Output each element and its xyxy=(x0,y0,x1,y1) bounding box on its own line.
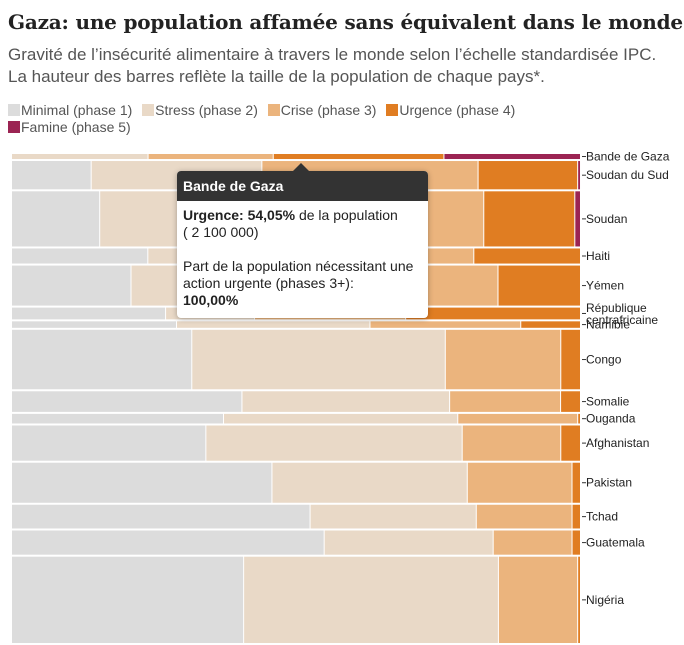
bar-segment-stress[interactable] xyxy=(12,154,148,160)
bar-segment-urgence[interactable] xyxy=(484,191,575,247)
bar-segment-urgence[interactable] xyxy=(578,413,580,424)
legend-label-famine: Famine (phase 5) xyxy=(21,119,131,135)
category-label: Yémen xyxy=(586,279,624,293)
bar-segment-crise[interactable] xyxy=(476,504,572,529)
bar-segment-stress[interactable] xyxy=(223,413,458,424)
bar-segment-urgence[interactable] xyxy=(406,307,580,320)
bar-segment-stress[interactable] xyxy=(324,530,493,555)
category-label: Bande de Gaza xyxy=(586,150,670,164)
bar-segment-crise[interactable] xyxy=(445,329,561,390)
legend-label-urgence: Urgence (phase 4) xyxy=(399,102,516,118)
bar-segment-urgence[interactable] xyxy=(572,504,580,529)
bar-segment-urgence[interactable] xyxy=(561,329,580,390)
bar-segment-urgence[interactable] xyxy=(498,265,581,306)
bar-segment-urgence[interactable] xyxy=(578,556,580,643)
chart-title: Gaza: une population affamée sans équiva… xyxy=(8,10,683,34)
bar-segment-minimal[interactable] xyxy=(12,530,324,555)
bar-segment-minimal[interactable] xyxy=(12,462,272,503)
bar-segment-urgence[interactable] xyxy=(572,462,580,503)
bar-segment-urgence[interactable] xyxy=(273,154,444,160)
bar-segment-stress[interactable] xyxy=(206,425,462,461)
bar-segment-minimal[interactable] xyxy=(12,248,148,264)
legend-swatch-famine xyxy=(8,121,20,133)
chart-subtitle: Gravité de l’insécurité alimentaire à tr… xyxy=(8,45,657,86)
bar-segment-stress[interactable] xyxy=(272,462,467,503)
category-label: Guatemala xyxy=(586,536,645,550)
tooltip-urgent-value: 100,00% xyxy=(183,292,239,308)
tooltip-urgent-label: Part de la population nécessitant une ac… xyxy=(183,258,414,291)
bar-segment-crise[interactable] xyxy=(458,413,578,424)
tooltip-header: Bande de Gaza xyxy=(177,171,428,201)
bar-segment-minimal[interactable] xyxy=(12,191,100,247)
legend-swatch-crise xyxy=(267,104,280,116)
legend-item-famine[interactable]: Famine (phase 5) xyxy=(8,119,131,136)
bar-segment-minimal[interactable] xyxy=(12,307,166,320)
tooltip-body: Urgence: 54,05% de la population ( 2 100… xyxy=(177,201,428,309)
bar-segment-crise[interactable] xyxy=(493,530,572,555)
category-label: Soudan du Sud xyxy=(586,168,669,182)
bar-segment-minimal[interactable] xyxy=(12,413,223,424)
legend-item-urgence[interactable]: Urgence (phase 4) xyxy=(386,102,515,119)
category-label: Namibie xyxy=(586,318,630,332)
bar-segment-minimal[interactable] xyxy=(12,329,192,390)
bar-segment-urgence[interactable] xyxy=(572,530,580,555)
tooltip: Bande de Gaza Urgence: 54,05% de la popu… xyxy=(177,163,428,318)
bar-segment-crise[interactable] xyxy=(450,391,561,412)
legend-item-minimal[interactable]: Minimal (phase 1) xyxy=(8,102,132,119)
category-label: Haiti xyxy=(586,249,610,263)
tooltip-phase-label: Urgence: xyxy=(183,207,244,223)
legend: Minimal (phase 1) Stress (phase 2) Crise… xyxy=(8,102,568,136)
legend-item-crise[interactable]: Crise (phase 3) xyxy=(267,102,377,119)
bar-segment-stress[interactable] xyxy=(192,329,445,390)
bar-segment-minimal[interactable] xyxy=(12,425,206,461)
tooltip-phase-value: 54,05% xyxy=(247,207,296,223)
bar-segment-stress[interactable] xyxy=(244,556,498,643)
legend-swatch-urgence xyxy=(386,104,399,116)
legend-label-stress: Stress (phase 2) xyxy=(155,102,258,118)
bar-segment-crise[interactable] xyxy=(462,425,561,461)
bar-segment-minimal[interactable] xyxy=(12,391,242,412)
bar-segment-crise[interactable] xyxy=(148,154,273,160)
tooltip-arrow xyxy=(293,163,309,171)
bar-segment-urgence[interactable] xyxy=(474,248,580,264)
bar-segment-minimal[interactable] xyxy=(12,321,177,328)
category-label: Pakistan xyxy=(586,476,632,490)
category-label: Congo xyxy=(586,353,622,367)
legend-item-stress[interactable]: Stress (phase 2) xyxy=(142,102,258,119)
tooltip-phase-line: Urgence: 54,05% de la population xyxy=(183,207,422,224)
category-label: Tchad xyxy=(586,510,618,524)
category-label: Ouganda xyxy=(586,412,636,426)
legend-label-crise: Crise (phase 3) xyxy=(280,102,377,118)
bar-segment-minimal[interactable] xyxy=(12,161,91,190)
bar-segment-urgence[interactable] xyxy=(521,321,580,328)
tooltip-phase-suffix: de la population xyxy=(298,207,398,223)
category-label: Soudan xyxy=(586,212,627,226)
bar-segment-minimal[interactable] xyxy=(12,556,244,643)
bar-segment-crise[interactable] xyxy=(498,556,578,643)
category-label: Nigéria xyxy=(586,593,624,607)
bar-segment-crise[interactable] xyxy=(467,462,572,503)
bar-segment-minimal[interactable] xyxy=(12,265,131,306)
bar-segment-crise[interactable] xyxy=(370,321,521,328)
category-label: Somalie xyxy=(586,395,630,409)
bar-segment-famine[interactable] xyxy=(578,161,581,190)
tooltip-population: ( 2 100 000) xyxy=(183,224,259,240)
bar-segment-stress[interactable] xyxy=(242,391,450,412)
legend-label-minimal: Minimal (phase 1) xyxy=(21,102,133,118)
bar-segment-minimal[interactable] xyxy=(12,504,310,529)
category-label: Afghanistan xyxy=(586,436,649,450)
legend-swatch-minimal xyxy=(8,104,20,116)
bar-segment-famine[interactable] xyxy=(444,154,580,160)
bar-segment-stress[interactable] xyxy=(310,504,476,529)
bar-segment-urgence[interactable] xyxy=(561,425,580,461)
bar-segment-stress[interactable] xyxy=(177,321,370,328)
legend-swatch-stress xyxy=(142,104,155,116)
category-label: République centrafricaine xyxy=(586,301,658,327)
bar-segment-urgence[interactable] xyxy=(478,161,578,190)
bar-segment-famine[interactable] xyxy=(575,191,580,247)
bar-segment-urgence[interactable] xyxy=(561,391,580,412)
